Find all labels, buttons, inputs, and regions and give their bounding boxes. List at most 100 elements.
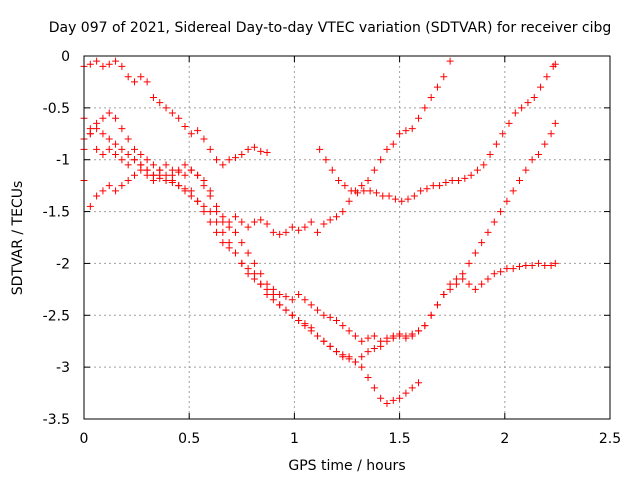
data-point [257,280,265,288]
data-point [442,179,450,187]
chart-title: Day 097 of 2021, Sidereal Day-to-day VTE… [49,20,612,36]
data-point [231,249,239,257]
data-point [511,109,519,117]
data-point [112,57,120,65]
data-point [250,259,258,267]
data-point [187,187,195,195]
data-point [301,296,309,304]
data-point [244,270,252,278]
y-tick-label: 0 [61,49,70,65]
data-point [105,135,113,143]
data-point [194,197,202,205]
data-point [282,293,290,301]
x-tick-label: 2.5 [599,431,621,447]
data-point [162,161,170,169]
data-point [326,216,334,224]
data-point [364,348,372,356]
data-point [257,270,265,278]
data-point [364,176,372,184]
data-point [200,135,208,143]
data-point [156,166,164,174]
data-point [396,130,404,138]
data-point [206,145,214,153]
data-point [385,192,393,200]
data-point [124,73,132,81]
data-point [295,226,303,234]
data-point [551,259,559,267]
data-point [391,195,399,203]
data-point [282,306,290,314]
data-point [307,324,315,332]
data-point [314,332,322,340]
data-point [219,239,227,247]
data-point [486,151,494,159]
data-point [358,363,366,371]
data-point [366,187,374,195]
data-point [339,353,347,361]
data-point [105,145,113,153]
data-point [516,176,524,184]
data-point [219,161,227,169]
data-point [534,151,542,159]
data-point [301,320,309,328]
axis-ticks [83,55,611,420]
data-point [105,60,113,68]
data-point [244,249,252,257]
data-point [250,218,258,226]
data-points [80,57,559,407]
data-point [421,322,429,330]
data-point [301,223,309,231]
data-point [149,171,157,179]
data-point [436,182,444,190]
data-point [427,93,435,101]
data-point [231,213,239,221]
x-tick-label: 0.5 [178,431,200,447]
data-point [446,57,454,65]
data-point [231,154,239,162]
data-point [509,265,517,273]
data-point [143,166,151,174]
data-point [314,228,322,236]
data-point [459,275,467,283]
data-point [269,228,277,236]
data-point [440,73,448,81]
data-point [423,185,431,193]
data-point [455,176,463,184]
data-point [105,109,113,117]
data-point [263,291,271,299]
data-point [551,119,559,127]
data-point [370,332,378,340]
data-point [415,114,423,122]
data-point [351,332,359,340]
data-point [332,213,340,221]
data-point [238,151,246,159]
data-point [467,171,475,179]
data-point [238,259,246,267]
data-point [156,174,164,182]
data-point [99,114,107,122]
data-point [547,262,555,270]
x-tick-labels: 0 0.5 1 1.5 2 2.5 [80,431,622,447]
data-point [86,202,94,210]
data-point [175,182,183,190]
x-axis-label: GPS time / hours [288,458,405,474]
data-point [200,208,208,216]
data-point [244,223,252,231]
data-point [345,355,353,363]
data-point [118,62,126,70]
data-point [124,151,132,159]
data-point [480,161,488,169]
data-point [402,334,410,342]
data-point [187,130,195,138]
data-point [370,166,378,174]
data-point [332,316,340,324]
data-point [551,60,559,68]
y-axis-label: SDTVAR / TECUs [10,181,26,296]
data-point [408,384,416,392]
data-point [534,259,542,267]
data-point [181,123,189,131]
data-point [162,104,170,112]
data-point [339,322,347,330]
data-point [402,127,410,135]
x-tick-label: 1.5 [388,431,410,447]
